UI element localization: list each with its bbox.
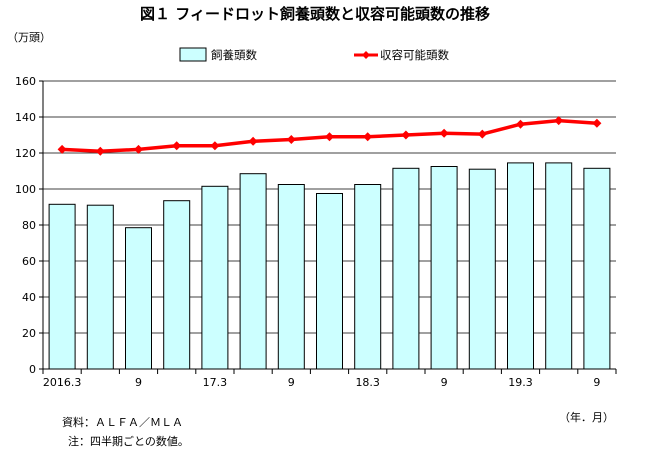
x-tick-label: 18.3 xyxy=(355,376,380,389)
line-point xyxy=(401,130,411,140)
x-tick-label: 9 xyxy=(288,376,295,389)
line-series xyxy=(57,116,602,156)
bar xyxy=(354,184,382,370)
y-tick-label: 80 xyxy=(22,219,36,232)
x-tick-label: 19.3 xyxy=(508,376,533,389)
line-point xyxy=(439,128,449,138)
bar xyxy=(48,203,76,370)
bar xyxy=(86,204,114,370)
bar xyxy=(201,185,229,370)
line-point xyxy=(95,146,105,156)
y-axis-unit: （万頭） xyxy=(7,31,51,44)
line-point xyxy=(172,141,182,151)
line-point xyxy=(210,141,220,151)
legend-swatch-bar xyxy=(179,47,207,62)
legend-label-bar: 飼養頭数 xyxy=(211,48,257,62)
y-tick-label: 140 xyxy=(15,111,36,124)
line-point xyxy=(592,118,602,128)
y-tick-labels: 0 20 40 60 80 100 120 140 160 xyxy=(15,75,36,376)
x-tick-label: 2016.3 xyxy=(43,376,82,389)
chart-title: 図１ フィードロット飼養頭数と収容可能頭数の推移 xyxy=(140,5,490,23)
source-note: 資料：ＡＬＦＡ／ＭＬＡ xyxy=(62,415,183,429)
bar xyxy=(239,173,267,370)
line-point xyxy=(477,129,487,139)
line-point xyxy=(286,135,296,144)
bar xyxy=(316,193,343,370)
footnote: 注：四半期ごとの数値。 xyxy=(68,434,189,448)
bar xyxy=(392,167,420,370)
bar xyxy=(430,166,458,370)
x-tick-label: 9 xyxy=(441,376,448,389)
bar xyxy=(507,162,534,370)
x-tick-label: 17.3 xyxy=(203,376,228,389)
x-axis-unit: （年．月） xyxy=(559,410,614,424)
line-point xyxy=(248,136,258,146)
line-point xyxy=(325,132,334,142)
bar xyxy=(277,184,305,370)
legend: 飼養頭数 収容可能頭数 xyxy=(179,47,449,62)
legend-marker xyxy=(362,51,370,59)
legend-label-line: 収容可能頭数 xyxy=(380,48,449,62)
bar xyxy=(125,227,152,370)
bar xyxy=(468,168,496,370)
x-tick-label: 9 xyxy=(593,376,600,389)
y-tick-label: 40 xyxy=(22,291,36,304)
y-tick-label: 60 xyxy=(22,255,36,268)
line-point xyxy=(134,144,143,154)
y-tick-label: 100 xyxy=(15,183,36,196)
line-point xyxy=(516,119,525,129)
y-tick-label: 160 xyxy=(15,75,36,88)
bar-series xyxy=(48,162,611,370)
axes xyxy=(39,80,617,374)
line-point xyxy=(57,144,67,154)
y-tick-label: 20 xyxy=(22,327,36,340)
bar xyxy=(163,200,191,370)
y-tick-label: 120 xyxy=(15,147,36,160)
line-point xyxy=(363,132,373,142)
bar xyxy=(545,162,573,370)
line-point xyxy=(554,116,564,126)
y-tick-label: 0 xyxy=(29,363,36,376)
bar xyxy=(583,167,611,370)
x-tick-labels: 2016.3 9 17.3 9 18.3 9 19.3 9 xyxy=(43,376,601,389)
x-tick-label: 9 xyxy=(135,376,142,389)
